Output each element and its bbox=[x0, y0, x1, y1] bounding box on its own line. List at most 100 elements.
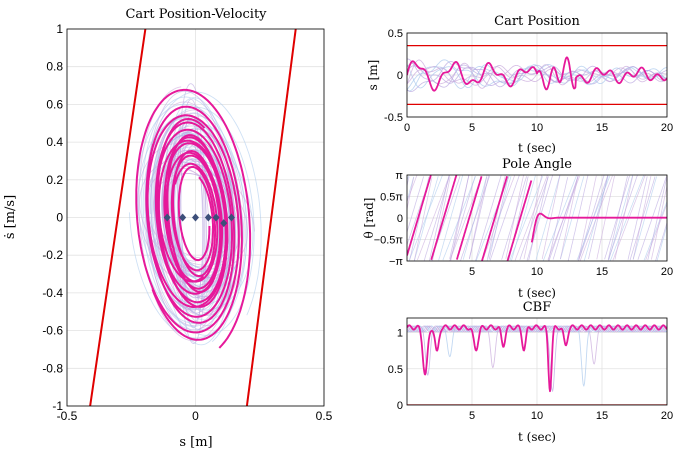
phase-title: Cart Position-Velocity bbox=[125, 7, 267, 22]
faded-trajectory bbox=[146, 90, 235, 333]
y-tick-label: 0.5 bbox=[388, 28, 403, 40]
faded-angle-trace bbox=[408, 175, 443, 261]
faded-angle-trace bbox=[488, 176, 509, 260]
x-tick-label: -0.5 bbox=[57, 409, 78, 423]
y-tick-label: -1 bbox=[52, 399, 63, 413]
angle-frame bbox=[406, 174, 668, 262]
start-point-marker bbox=[192, 213, 199, 222]
y-tick-label: 0 bbox=[397, 70, 403, 82]
angle-plot: Pole Angle 5 10 15 20 π 0.5π 0 −0.5π −π t (sec)… bbox=[362, 157, 673, 300]
position-ylabel: s [m] bbox=[366, 60, 380, 91]
faded-angle-trace bbox=[651, 185, 667, 260]
y-tick-label: 0.5 bbox=[388, 364, 403, 376]
cbf-xlabel: t (sec) bbox=[518, 430, 556, 444]
phase-xlabel: s [m] bbox=[179, 435, 212, 450]
faded-position-trace bbox=[407, 66, 667, 85]
y-tick-label: 0.5π bbox=[380, 192, 403, 204]
x-tick-label: 20 bbox=[661, 122, 673, 134]
phase-frame bbox=[66, 28, 325, 407]
x-tick-label: 5 bbox=[469, 122, 475, 134]
angle-x-ticks: 5 10 15 20 bbox=[469, 266, 673, 278]
y-tick-label: 0 bbox=[397, 213, 403, 225]
x-tick-label: 10 bbox=[531, 410, 543, 422]
faded-angle-trace bbox=[645, 203, 667, 261]
start-point-marker bbox=[227, 213, 235, 222]
faded-angle-trace bbox=[407, 177, 415, 210]
x-tick-label: 0 bbox=[192, 409, 199, 423]
faded-angle-trace bbox=[407, 175, 418, 202]
highlight-angle-trace bbox=[455, 176, 483, 260]
faded-angle-trace bbox=[526, 175, 553, 261]
highlight-angle-trace bbox=[506, 180, 533, 261]
position-plot-area bbox=[407, 44, 667, 106]
faded-angle-trace bbox=[489, 175, 520, 261]
faded-angle-trace bbox=[417, 176, 450, 261]
faded-angle-trace bbox=[523, 175, 543, 259]
highlight-trajectory bbox=[135, 88, 252, 349]
position-title: Cart Position bbox=[494, 14, 580, 29]
y-tick-label: -0.6 bbox=[42, 324, 63, 338]
faded-angle-trace bbox=[438, 175, 463, 261]
highlight-trajectory bbox=[166, 134, 228, 293]
faded-angle-trace bbox=[449, 175, 470, 259]
angle-ylabel: θ [rad] bbox=[362, 198, 376, 239]
cbf-plot-area bbox=[407, 324, 667, 405]
y-tick-label: -0.4 bbox=[42, 286, 63, 300]
angle-y-ticks: π 0.5π 0 −0.5π −π bbox=[374, 170, 404, 268]
y-tick-label: 0.8 bbox=[46, 60, 63, 74]
faded-angle-trace bbox=[487, 175, 506, 259]
start-point-marker bbox=[220, 219, 228, 228]
x-tick-label: 20 bbox=[661, 410, 673, 422]
x-tick-label: 0.5 bbox=[316, 409, 333, 423]
faded-angle-trace bbox=[475, 175, 502, 261]
y-tick-label: -0.5 bbox=[384, 112, 403, 124]
phase-y-ticks: -1 -0.8 -0.6 -0.4 -0.2 0 0.2 0.4 0.6 0.8 1 bbox=[42, 22, 63, 413]
highlight-cbf-trace bbox=[407, 324, 667, 393]
phase-plot: Cart Position-Velocity -0.5 0 0.5 -1 -0.8 -0… bbox=[3, 7, 333, 450]
faded-angle-trace bbox=[407, 176, 424, 233]
y-tick-label: 0.4 bbox=[46, 135, 63, 149]
angle-plot-area bbox=[407, 175, 667, 261]
faded-angle-trace bbox=[509, 175, 544, 261]
y-tick-label: 1 bbox=[397, 328, 403, 340]
phase-ylabel: ṡ [m/s] bbox=[3, 195, 18, 239]
phase-x-ticks: -0.5 0 0.5 bbox=[57, 409, 333, 423]
faded-angle-trace bbox=[656, 225, 667, 261]
angle-xlabel: t (sec) bbox=[518, 286, 556, 300]
faded-angle-trace bbox=[541, 175, 561, 260]
x-tick-label: 15 bbox=[596, 266, 608, 278]
highlight-trajectory bbox=[156, 118, 229, 308]
faded-angle-trace bbox=[469, 175, 489, 260]
x-tick-label: 10 bbox=[531, 266, 543, 278]
x-tick-label: 5 bbox=[469, 410, 475, 422]
x-tick-label: 15 bbox=[596, 410, 608, 422]
safety-boundary bbox=[89, 29, 147, 406]
safety-boundary bbox=[245, 29, 297, 406]
start-point-marker bbox=[204, 213, 212, 222]
faded-angle-trace bbox=[643, 201, 667, 261]
faded-angle-trace bbox=[655, 222, 667, 261]
y-tick-label: -0.8 bbox=[42, 361, 63, 375]
highlight-angle-trace bbox=[530, 212, 667, 243]
x-tick-label: 0 bbox=[404, 122, 410, 134]
position-plot: Cart Position 0 5 10 15 20 -0.500.5 t (sec) … bbox=[366, 14, 673, 155]
position-frame bbox=[406, 32, 668, 118]
start-point-marker bbox=[179, 213, 187, 222]
y-tick-label: 1 bbox=[56, 22, 63, 36]
highlight-position-trace bbox=[407, 56, 667, 92]
y-tick-label: 0.6 bbox=[46, 97, 63, 111]
x-tick-label: 5 bbox=[469, 266, 475, 278]
highlight-trajectory bbox=[145, 105, 243, 341]
faded-position-trace bbox=[407, 64, 667, 89]
start-point-marker bbox=[163, 213, 171, 222]
position-xlabel: t (sec) bbox=[518, 141, 556, 155]
y-tick-label: 0 bbox=[56, 211, 63, 225]
x-tick-label: 15 bbox=[596, 122, 608, 134]
y-tick-label: −0.5π bbox=[374, 234, 404, 246]
y-tick-label: −π bbox=[389, 256, 403, 268]
x-tick-label: 10 bbox=[531, 122, 543, 134]
highlight-trajectory bbox=[146, 121, 236, 324]
faded-angle-trace bbox=[486, 176, 512, 261]
cbf-plot: CBF 5 10 15 20 10.50 t (sec) bbox=[388, 300, 673, 444]
